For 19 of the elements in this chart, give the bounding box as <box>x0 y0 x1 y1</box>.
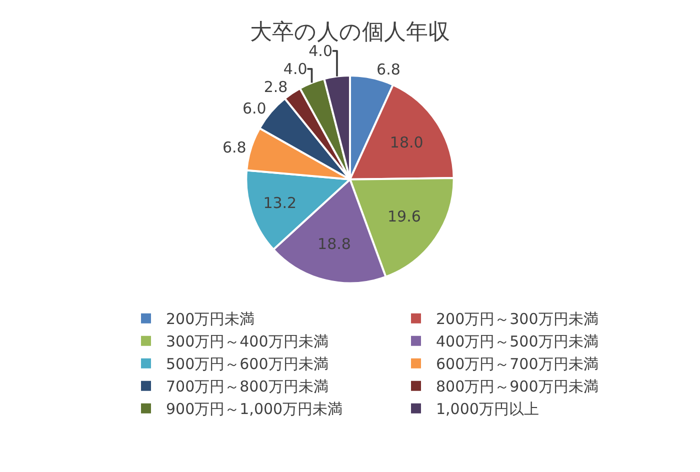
legend-label: 300万円～400万円未満 <box>166 332 328 351</box>
legend-label: 800万円～900万円未満 <box>436 378 598 396</box>
legend-label: 500万円～600万円未満 <box>166 355 328 374</box>
data-label: 6.8 <box>376 60 400 78</box>
legend-label: 400万円～500万円未満 <box>436 332 598 351</box>
data-label: 18.8 <box>318 235 351 254</box>
legend-label: 600万円～700万円未満 <box>436 355 598 374</box>
legend-label: 200万円未満 <box>166 310 255 328</box>
legend-label: 1,000万円以上 <box>436 400 539 418</box>
data-label: 19.6 <box>388 208 421 226</box>
data-label: 6.8 <box>222 138 246 157</box>
legend-label: 700万円～800万円未満 <box>166 378 328 396</box>
legend-label: 900万円～1,000万円未満 <box>166 400 343 418</box>
data-label: 6.0 <box>242 99 266 118</box>
data-label: 18.0 <box>390 133 424 152</box>
data-label: 4.0 <box>283 60 308 78</box>
data-label: 2.8 <box>264 78 288 96</box>
data-label: 13.2 <box>263 194 297 212</box>
legend-label: 200万円～300万円未満 <box>436 310 598 328</box>
